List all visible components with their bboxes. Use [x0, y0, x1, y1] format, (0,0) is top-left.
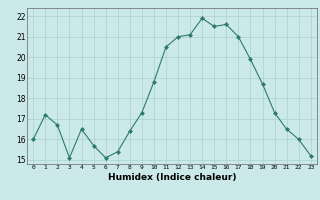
- X-axis label: Humidex (Indice chaleur): Humidex (Indice chaleur): [108, 173, 236, 182]
